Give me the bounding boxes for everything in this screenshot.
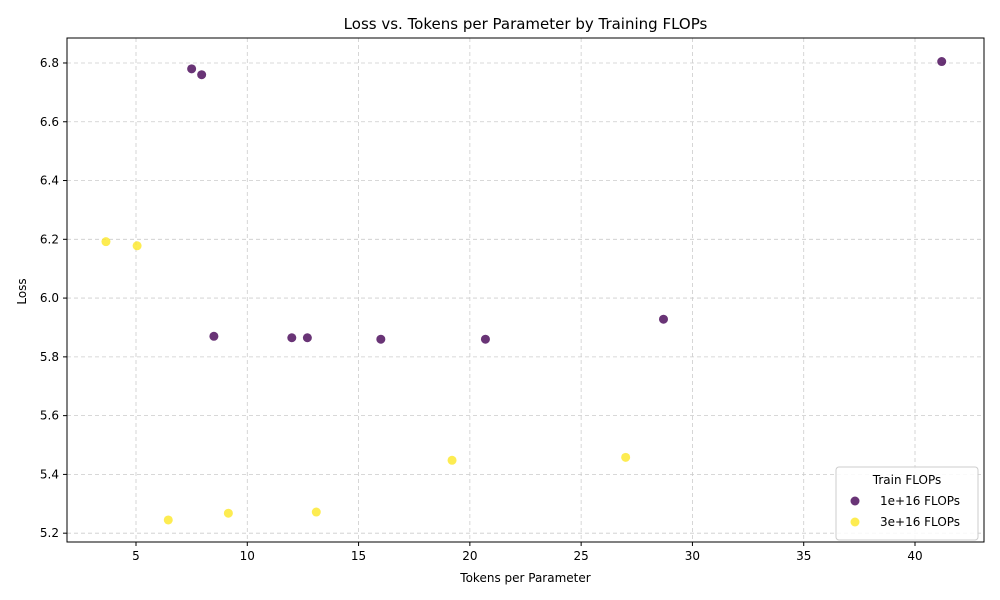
data-point-series-1 xyxy=(132,241,142,251)
x-tick-label: 25 xyxy=(574,549,589,563)
data-point-series-0 xyxy=(480,334,490,344)
y-tick-label: 5.2 xyxy=(40,526,59,540)
x-tick-label: 15 xyxy=(351,549,366,563)
x-tick-label: 5 xyxy=(132,549,140,563)
legend-marker-1e16 xyxy=(850,496,860,506)
data-point-series-0 xyxy=(197,70,207,80)
data-point-series-1 xyxy=(223,508,233,518)
data-point-series-0 xyxy=(187,64,197,74)
y-tick-label: 6.8 xyxy=(40,56,59,70)
x-tick-label: 40 xyxy=(907,549,922,563)
data-point-series-0 xyxy=(209,331,219,341)
x-tick-label: 10 xyxy=(240,549,255,563)
axis-ticks: 5 10 15 20 25 30 35 40 5.2 5.4 5.6 5.8 6.0 6.2 6.4 6.6 6… xyxy=(40,56,923,563)
y-tick-label: 6.6 xyxy=(40,115,59,129)
x-tick-label: 35 xyxy=(796,549,811,563)
data-point-series-0 xyxy=(658,314,668,324)
y-tick-label: 6.2 xyxy=(40,232,59,246)
data-point-series-0 xyxy=(302,333,312,343)
legend-title: Train FLOPs xyxy=(872,473,942,487)
x-axis-label: Tokens per Parameter xyxy=(459,571,590,585)
data-point-series-1 xyxy=(621,452,631,462)
chart-title: Loss vs. Tokens per Parameter by Trainin… xyxy=(344,15,708,33)
data-point-series-0 xyxy=(376,334,386,344)
y-tick-label: 5.8 xyxy=(40,350,59,364)
x-tick-label: 30 xyxy=(685,549,700,563)
y-axis-label: Loss xyxy=(15,278,29,304)
data-point-series-0 xyxy=(937,57,947,67)
data-point-series-1 xyxy=(101,237,111,247)
legend-box xyxy=(835,466,979,541)
legend-label-3e16: 3e+16 FLOPs xyxy=(880,515,960,529)
data-point-series-0 xyxy=(287,333,297,343)
legend-label-1e16: 1e+16 FLOPs xyxy=(880,494,960,508)
x-tick-label: 20 xyxy=(462,549,477,563)
data-point-series-1 xyxy=(311,507,321,517)
legend-marker-3e16 xyxy=(850,517,860,527)
plot-frame xyxy=(66,37,985,543)
y-tick-label: 6.4 xyxy=(40,174,59,188)
grid-lines xyxy=(67,38,984,542)
y-tick-label: 5.6 xyxy=(40,409,59,423)
data-points xyxy=(101,57,947,525)
data-point-series-1 xyxy=(447,455,457,465)
data-point-series-1 xyxy=(163,515,173,525)
legend: Train FLOPs 1e+16 FLOPs 3e+16 FLOPs xyxy=(835,466,979,541)
y-tick-label: 6.0 xyxy=(40,291,59,305)
y-tick-label: 5.4 xyxy=(40,467,59,481)
